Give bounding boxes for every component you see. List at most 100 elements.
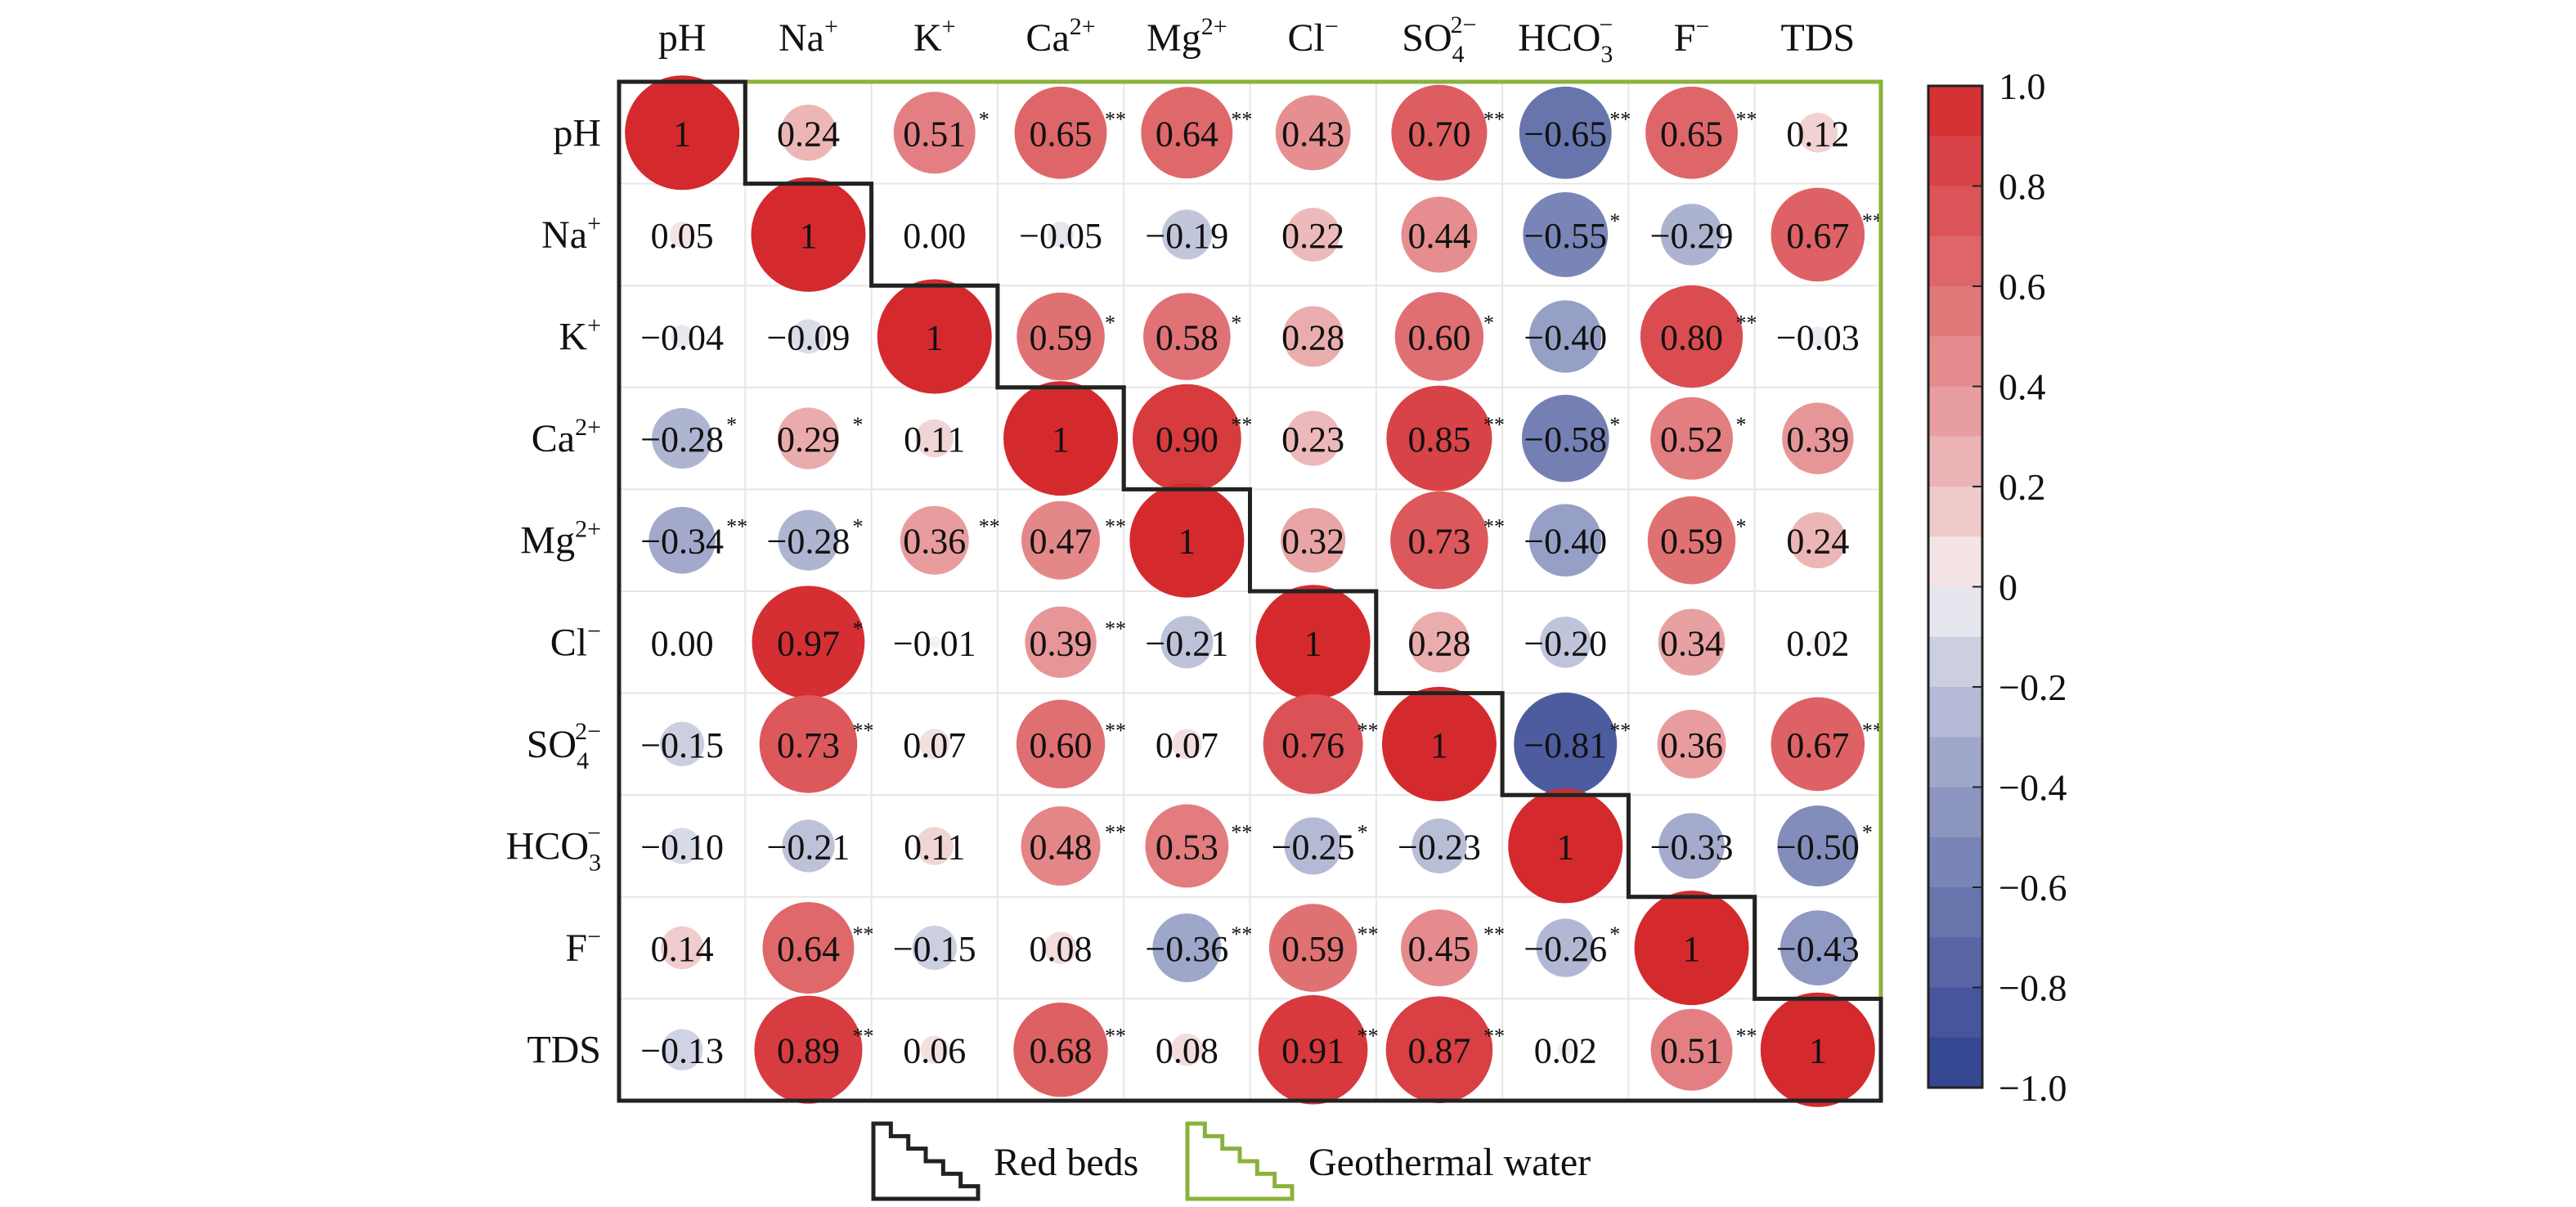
cell-2-2: 1 (877, 279, 992, 394)
correlation-circle (1129, 482, 1245, 598)
colorbar-band (1928, 636, 1982, 688)
colorbar-tick-label: 0 (1999, 567, 2017, 608)
correlation-value: 1 (1304, 623, 1322, 663)
red-beds-outline (617, 79, 1883, 1103)
cell-6-6: 1 (1381, 686, 1497, 801)
cell-0-4: 0.64 ** (1141, 87, 1252, 179)
colorbar-band (1928, 136, 1982, 187)
cell-4-0: −0.34 ** (640, 506, 747, 574)
cell-6-0: −0.15 (640, 721, 724, 767)
correlation-value: 0.36 (903, 522, 966, 562)
cell-1-5: 0.22 (1281, 208, 1344, 262)
row-label: K+ (559, 312, 601, 359)
correlation-circle (1770, 697, 1865, 792)
colorbar-tick-label: −0.8 (1999, 967, 2067, 1009)
correlation-value: 0.24 (777, 114, 840, 154)
correlation-circle (1807, 326, 1828, 347)
correlation-value: 0.11 (904, 828, 965, 868)
legend-swatch-red-beds (871, 1121, 981, 1201)
correlation-value: −0.21 (767, 828, 850, 868)
correlation-circle (1760, 992, 1875, 1107)
cell-5-6: 0.28 (1407, 612, 1470, 673)
cell-5-2: −0.01 (893, 623, 976, 663)
correlation-value: 0.08 (1156, 1031, 1218, 1071)
cell-3-5: 0.23 (1281, 411, 1344, 466)
cell-0-9: 0.12 (1786, 113, 1849, 154)
cell-8-9: −0.43 (1776, 910, 1860, 986)
significance-mark: ** (1483, 1025, 1505, 1048)
correlation-circle (1528, 504, 1602, 577)
correlation-value: 0.76 (1281, 725, 1344, 765)
cell-4-1: −0.28 * (767, 509, 863, 571)
cell-9-4: 0.08 (1156, 1031, 1218, 1071)
correlation-value: −0.03 (1776, 318, 1860, 358)
cell-4-7: −0.40 (1524, 504, 1607, 577)
cell-5-9: 0.02 (1786, 623, 1849, 663)
correlation-circle (1797, 113, 1838, 153)
cell-5-8: 0.34 (1658, 608, 1726, 676)
correlation-circle (1021, 806, 1101, 886)
cell-5-0: 0.00 (651, 623, 714, 663)
cell-1-4: −0.19 (1145, 209, 1228, 260)
correlation-circle (1013, 1002, 1108, 1097)
cell-7-3: 0.48 ** (1021, 806, 1126, 886)
cell-9-6: 0.87 ** (1385, 996, 1505, 1103)
correlation-value: 0.89 (777, 1031, 840, 1071)
significance-mark: * (1358, 821, 1368, 845)
significance-mark: ** (1358, 719, 1379, 743)
cell-1-2: 0.00 (903, 216, 966, 256)
cell-9-3: 0.68 ** (1013, 1002, 1126, 1097)
correlation-value: 1 (1809, 1031, 1827, 1071)
cell-4-5: 0.32 (1281, 508, 1346, 573)
significance-mark: * (1609, 922, 1620, 946)
legend-swatch (1185, 1121, 1295, 1201)
correlation-circle (1152, 913, 1222, 983)
row-label: TDS (527, 1029, 601, 1072)
correlation-value: 0.45 (1407, 929, 1470, 969)
cell-5-1: 0.97 * (752, 586, 865, 699)
correlation-value: 0.07 (1156, 725, 1218, 765)
correlation-value: −0.13 (640, 1031, 724, 1071)
cell-2-7: −0.40 (1524, 300, 1607, 373)
correlation-value: 0.67 (1786, 725, 1849, 765)
row-label: SO42− (527, 718, 601, 774)
correlation-value: −0.25 (1272, 828, 1355, 868)
significance-mark: * (852, 515, 863, 539)
correlation-value: 0.36 (1660, 725, 1723, 765)
correlation-value: 0.23 (1281, 420, 1344, 460)
cell-7-2: 0.11 (904, 827, 965, 868)
correlation-circle (915, 827, 954, 865)
correlation-value: −0.34 (640, 522, 724, 562)
correlation-circle (1025, 606, 1097, 679)
correlation-circle (893, 92, 976, 174)
correlation-circle (1650, 397, 1734, 480)
cell-2-5: 0.28 (1281, 306, 1344, 367)
significance-mark: ** (1231, 821, 1252, 845)
correlation-value: −0.05 (1019, 216, 1102, 256)
correlation-value: 1 (1683, 929, 1701, 969)
correlation-value: 0.53 (1156, 828, 1218, 868)
correlation-circle (1809, 634, 1826, 651)
correlation-value: 0.43 (1281, 114, 1344, 154)
correlation-circle (1408, 612, 1470, 673)
correlation-circle (877, 279, 992, 394)
correlation-value: 0.59 (1281, 929, 1344, 969)
cell-7-1: −0.21 (767, 819, 850, 873)
significance-mark: * (852, 617, 863, 640)
correlation-value: −0.15 (640, 725, 724, 765)
correlation-circle (762, 902, 855, 994)
significance-mark: ** (1609, 719, 1631, 743)
row-label: Ca2+ (532, 414, 601, 460)
correlation-circle (1647, 496, 1736, 585)
correlation-value: 0.39 (1030, 623, 1093, 663)
correlation-circle (1650, 1008, 1733, 1091)
correlation-value: 0.08 (1030, 929, 1093, 969)
correlation-value: 0.67 (1786, 216, 1849, 256)
cell-8-8: 1 (1634, 891, 1749, 1006)
correlation-circle (660, 926, 704, 970)
correlation-circle (1048, 222, 1074, 248)
significance-mark: * (1736, 515, 1747, 539)
correlation-circle (1645, 86, 1738, 179)
correlation-value: 0.51 (903, 114, 966, 154)
cell-4-3: 0.47 ** (1021, 500, 1126, 580)
